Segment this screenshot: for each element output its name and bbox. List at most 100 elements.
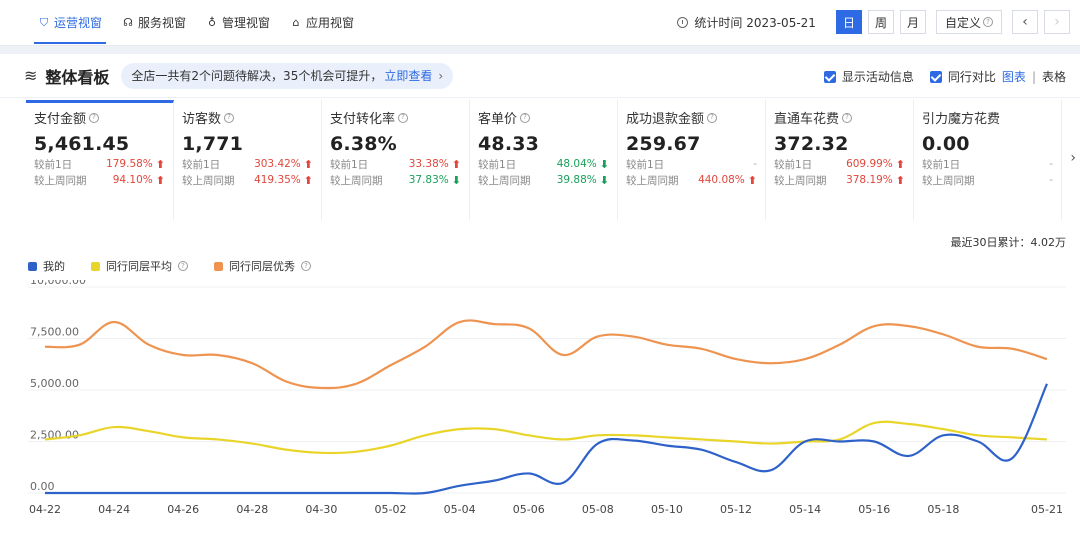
compare-change: 37.83% ⬇ xyxy=(409,174,461,187)
home-icon: ⌂ xyxy=(292,16,300,29)
series-line-peer-top[interactable] xyxy=(44,319,1048,390)
metric-name: 支付金额 ? xyxy=(34,108,165,127)
metric-name-label: 支付转化率 xyxy=(330,112,396,127)
compare-label: 较上周同期 xyxy=(922,174,975,187)
metric-card[interactable]: 直通车花费 ? 372.32 较前1日 609.99% ⬆ 较上周同期 378.… xyxy=(766,100,914,220)
help-icon: ? xyxy=(178,261,188,271)
top-nav: ⛉ 运营视窗 ☊ 服务视窗 ♁ 管理视窗 ⌂ 应用视窗 统计时间 2023-05… xyxy=(0,0,1080,46)
y-tick-label: 7,500.00 xyxy=(30,326,79,339)
arrow-up-icon: ⬆ xyxy=(155,157,165,171)
next-date-button[interactable]: › xyxy=(1044,10,1070,34)
compare-value: - xyxy=(1049,174,1053,186)
compare-value: 37.83% xyxy=(408,174,449,186)
legend-label: 同行同层优秀 xyxy=(229,260,295,273)
compare-value: 378.19% xyxy=(846,174,893,186)
period-custom-button[interactable]: 自定义 ? xyxy=(935,10,1002,34)
metric-value: 6.38% xyxy=(330,133,397,155)
metric-compare-row: 较上周同期 39.88% ⬇ xyxy=(478,173,609,187)
stat-time: 统计时间 2023-05-21 xyxy=(677,14,816,31)
compare-change: 39.88% ⬇ xyxy=(557,174,609,187)
help-icon: ? xyxy=(224,112,235,123)
metric-name-label: 访客数 xyxy=(182,112,222,127)
metric-card[interactable]: 客单价 ? 48.33 较前1日 48.04% ⬇ 较上周同期 39.88% ⬇ xyxy=(470,100,618,220)
metric-name: 成功退款金额 ? xyxy=(626,108,757,127)
panel-options: 显示活动信息 同行对比 图表 | 表格 xyxy=(814,68,1066,85)
legend-item-peer-average[interactable]: 同行同层平均 ? xyxy=(91,258,188,274)
prev-date-button[interactable]: ‹ xyxy=(1012,10,1038,34)
compare-label: 较前1日 xyxy=(774,158,813,171)
view-chart-link[interactable]: 图表 xyxy=(1001,70,1026,84)
tab-operations[interactable]: ⛉ 运营视窗 xyxy=(34,0,107,46)
tab-application[interactable]: ⌂ 应用视窗 xyxy=(286,0,358,46)
y-tick-label: 10,000.00 xyxy=(30,280,86,287)
metric-name-label: 直通车花费 xyxy=(774,112,840,127)
issue-notice[interactable]: 全店一共有2个问题待解决，35个机会可提升， 立即查看 › xyxy=(121,62,454,89)
peer-compare-toggle[interactable]: 同行对比 xyxy=(929,68,996,85)
x-tick-label: 05-02 xyxy=(375,503,407,516)
checkbox-icon[interactable] xyxy=(823,70,836,83)
arrow-down-icon: ⬇ xyxy=(451,173,461,187)
compare-change: - xyxy=(1049,174,1053,186)
metric-card[interactable]: 成功退款金额 ? 259.67 较前1日 - 较上周同期 440.08% ⬆ xyxy=(618,100,766,220)
metric-value: 1,771 xyxy=(182,133,244,155)
panel-header: ≋ 整体看板 全店一共有2个问题待解决，35个机会可提升， 立即查看 › 显示活… xyxy=(0,54,1080,98)
metric-card[interactable]: 支付转化率 ? 6.38% 较前1日 33.38% ⬆ 较上周同期 37.83%… xyxy=(322,100,470,220)
period-week-button[interactable]: 周 xyxy=(867,10,894,34)
metric-compare-row: 较上周同期 94.10% ⬆ xyxy=(34,173,165,187)
y-tick-label: 0.00 xyxy=(30,480,55,493)
metrics-next-icon[interactable]: › xyxy=(1070,150,1076,166)
arrow-up-icon: ⬆ xyxy=(303,173,313,187)
compare-value: 419.35% xyxy=(254,174,301,186)
tab-service-label: 服务视窗 xyxy=(138,16,187,30)
legend-item-peer-top[interactable]: 同行同层优秀 ? xyxy=(214,258,311,274)
x-tick-label: 05-18 xyxy=(927,503,959,516)
metric-compare-row: 较前1日 - xyxy=(922,157,1053,171)
checkbox-icon[interactable] xyxy=(929,70,942,83)
series-line-peer-average[interactable] xyxy=(44,420,1048,455)
cumulative-label: 最近30日累计：4.02万 xyxy=(950,236,1067,249)
tab-service[interactable]: ☊ 服务视窗 xyxy=(118,0,190,46)
tab-management[interactable]: ♁ 管理视窗 xyxy=(202,0,274,46)
help-icon: ? xyxy=(398,112,409,123)
compare-value: - xyxy=(753,158,757,170)
arrow-up-icon: ⬆ xyxy=(747,173,757,187)
y-tick-label: 5,000.00 xyxy=(30,377,79,390)
arrow-up-icon: ⬆ xyxy=(303,157,313,171)
period-month-button[interactable]: 月 xyxy=(899,10,926,34)
legend-label: 我的 xyxy=(43,260,65,273)
compare-change: 378.19% ⬆ xyxy=(846,174,905,187)
shield-icon: ⛉ xyxy=(39,15,49,29)
metric-name: 引力魔方花费 xyxy=(922,108,1053,127)
help-icon: ? xyxy=(301,261,311,271)
compare-change: - xyxy=(1049,158,1053,170)
arrow-down-icon: ⬇ xyxy=(599,157,609,171)
period-day-button[interactable]: 日 xyxy=(835,10,862,34)
compare-value: 48.04% xyxy=(556,158,597,170)
chart-legend: 我的 同行同层平均 ? 同行同层优秀 ? xyxy=(28,258,311,274)
metric-card[interactable]: 支付金额 ? 5,461.45 较前1日 179.58% ⬆ 较上周同期 94.… xyxy=(26,100,174,220)
metric-name: 访客数 ? xyxy=(182,108,313,127)
metric-card[interactable]: 访客数 ? 1,771 较前1日 303.42% ⬆ 较上周同期 419.35%… xyxy=(174,100,322,220)
trend-chart: 0.002,500.005,000.007,500.0010,000.0004-… xyxy=(28,280,1066,516)
view-now-link[interactable]: 立即查看 xyxy=(384,69,433,83)
series-line-mine[interactable] xyxy=(45,383,1048,495)
view-table-link[interactable]: 表格 xyxy=(1041,70,1066,84)
metric-card[interactable]: 引力魔方花费 0.00 较前1日 - 较上周同期 - xyxy=(914,100,1062,220)
metric-name: 直通车花费 ? xyxy=(774,108,905,127)
period-custom-label: 自定义 xyxy=(944,15,981,30)
metric-compare-row: 较前1日 48.04% ⬇ xyxy=(478,157,609,171)
metric-name-label: 引力魔方花费 xyxy=(922,112,1001,127)
stat-time-label: 统计时间 2023-05-21 xyxy=(694,15,816,30)
compare-change: 33.38% ⬆ xyxy=(409,158,461,171)
x-tick-label: 05-21 xyxy=(1031,503,1063,516)
compare-change: 440.08% ⬆ xyxy=(698,174,757,187)
show-activity-toggle[interactable]: 显示活动信息 xyxy=(823,68,914,85)
legend-swatch xyxy=(214,261,223,271)
legend-item-mine[interactable]: 我的 xyxy=(28,258,65,274)
x-tick-label: 05-06 xyxy=(513,503,545,516)
x-tick-label: 05-08 xyxy=(582,503,614,516)
x-tick-label: 05-16 xyxy=(858,503,890,516)
compare-label: 较上周同期 xyxy=(330,174,383,187)
metric-compare-row: 较上周同期 378.19% ⬆ xyxy=(774,173,905,187)
metric-compare-row: 较前1日 33.38% ⬆ xyxy=(330,157,461,171)
